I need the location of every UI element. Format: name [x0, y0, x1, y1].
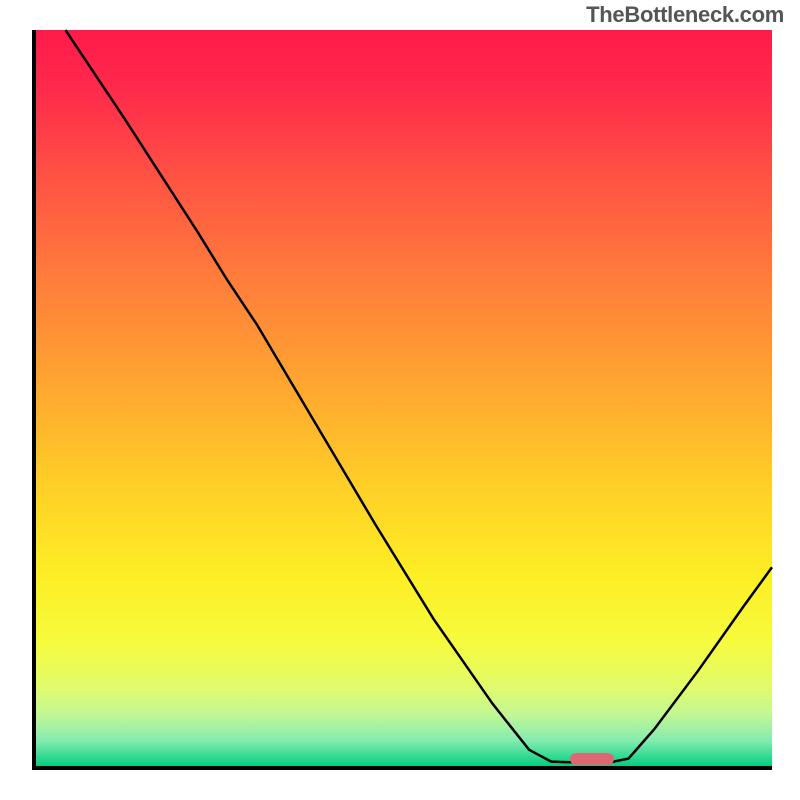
chart-container: TheBottleneck.com — [0, 0, 800, 800]
plot-area — [32, 30, 772, 770]
bottleneck-curve — [36, 30, 772, 766]
optimal-point-marker — [570, 753, 614, 765]
watermark-text: TheBottleneck.com — [586, 2, 784, 28]
